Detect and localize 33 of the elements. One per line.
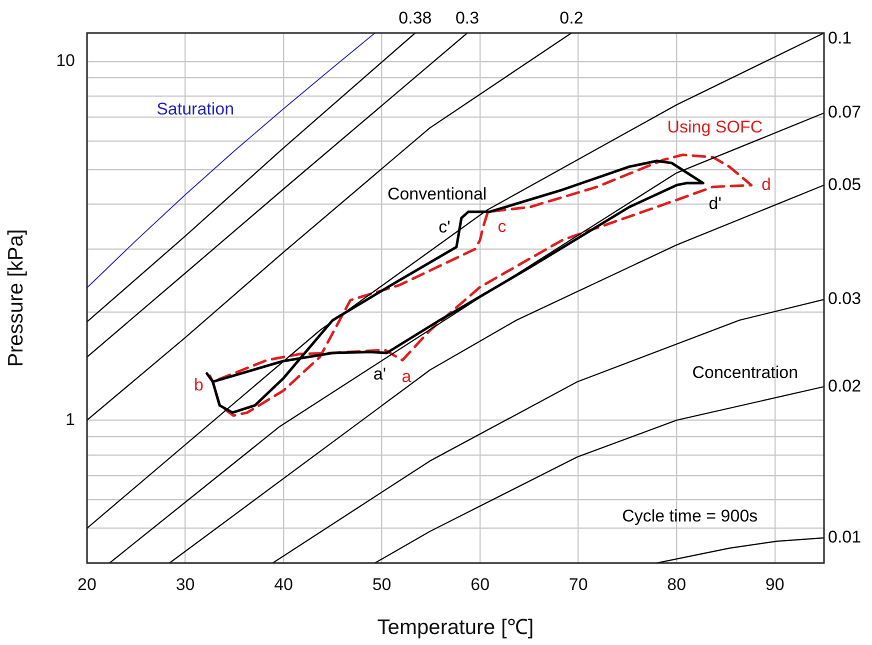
x-tick-label: 60 [470,574,490,594]
annotation: d' [708,194,722,213]
annotation: Cycle time = 900s [622,506,758,526]
annotation: Concentration [692,362,798,382]
x-tick-label: 80 [667,574,686,594]
series-label: 0.01 [828,528,862,547]
y-tick-label: 1 [66,410,75,429]
series-label: 0.05 [828,174,862,194]
series-label: Conventional [387,184,487,204]
y-tick-label: 10 [56,51,75,70]
x-axis-title: Temperature [℃] [377,616,534,640]
series-label: Using SOFC [667,118,763,137]
y-axis-title: Pressure [kPa] [4,229,28,367]
x-tick-label: 40 [274,574,293,594]
x-tick-label: 90 [765,574,784,594]
annotation: c [498,216,507,236]
series-label: 0.1 [828,28,852,48]
x-tick-label: 50 [372,574,392,594]
series-label: 0.38 [398,8,432,28]
x-tick-label: 70 [568,574,588,594]
x-tick-label: 20 [78,574,96,594]
series-label: 0.07 [828,102,862,122]
annotation: a [402,366,412,386]
series-label: 0.03 [828,289,862,308]
series-label: 0.3 [455,8,480,28]
x-tick-label: 30 [176,574,195,594]
annotation: c' [438,218,450,237]
series-label: 0.2 [560,8,584,28]
annotation: b [194,375,204,394]
annotation: d [762,174,772,194]
series-label: 0.02 [828,376,862,396]
annotation: a' [373,364,386,384]
series-label: Saturation [156,100,234,119]
